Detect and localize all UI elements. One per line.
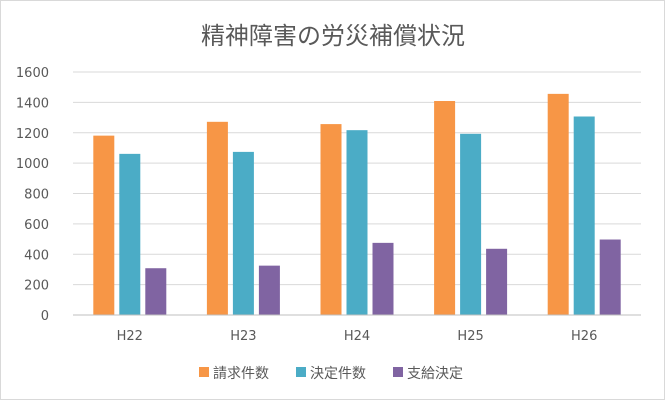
bar (434, 101, 456, 316)
bar (599, 239, 621, 315)
y-tick-label: 600 (24, 218, 49, 233)
legend: 請求件数 決定件数 支給決定 (199, 366, 463, 382)
bar (320, 124, 342, 315)
y-tick-label: 0 (41, 309, 49, 324)
x-tick-label: H25 (457, 329, 483, 344)
y-tick-label: 800 (24, 188, 49, 203)
bar (346, 130, 368, 315)
legend-swatch (199, 367, 209, 377)
legend-label: 決定件数 (310, 366, 366, 382)
bar (93, 135, 115, 315)
y-tick-label: 1600 (16, 66, 49, 81)
y-axis: 0 200 400 600 800 1000 1200 1400 1600 (16, 66, 49, 324)
x-axis: H22 H23 H24 H25 H26 (73, 314, 641, 344)
legend-swatch (296, 367, 306, 377)
y-tick-label: 1000 (16, 157, 49, 172)
legend-label: 請求件数 (213, 366, 269, 382)
y-tick-label: 1200 (16, 127, 49, 142)
bar (460, 133, 482, 315)
x-tick-label: H24 (344, 329, 370, 344)
bar (119, 153, 141, 315)
bar (372, 242, 394, 315)
bar (486, 248, 508, 315)
x-tick-label: H22 (117, 329, 143, 344)
bar (232, 151, 254, 315)
chart-title: 精神障害の労災補償状況 (201, 22, 465, 50)
bars (93, 93, 621, 316)
bar (145, 268, 167, 315)
legend-label: 支給決定 (407, 366, 463, 382)
bar (258, 265, 280, 315)
bar (547, 93, 569, 316)
y-tick-label: 400 (24, 248, 49, 263)
legend-swatch (393, 367, 403, 377)
bar (573, 116, 595, 315)
x-tick-label: H23 (230, 329, 256, 344)
bar (206, 121, 228, 315)
y-tick-label: 1400 (16, 96, 49, 111)
y-tick-label: 200 (24, 279, 49, 294)
x-tick-label: H26 (571, 329, 597, 344)
